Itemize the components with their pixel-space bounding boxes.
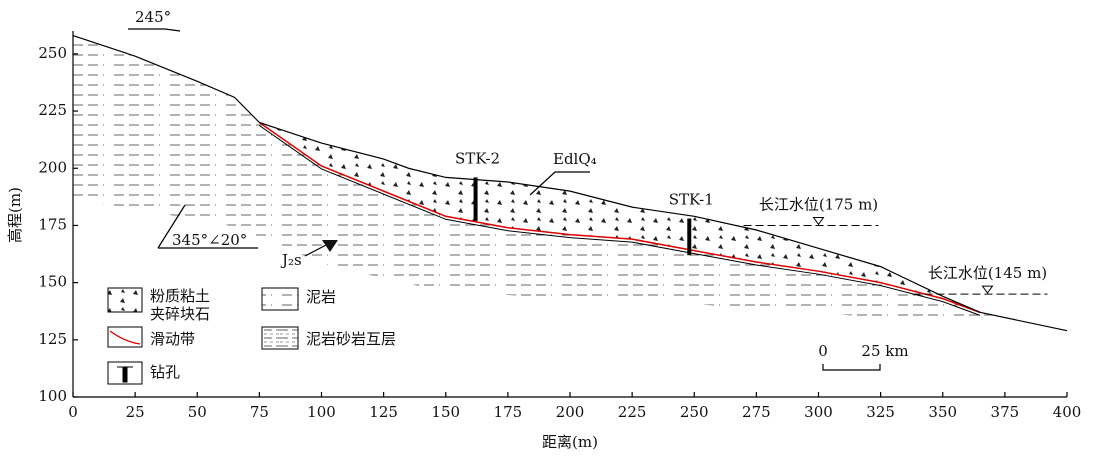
y-axis-label: 高程(m) — [6, 187, 24, 243]
x-tick-label: 0 — [68, 403, 78, 421]
formation-marker — [322, 240, 338, 252]
x-tick-label: 175 — [494, 403, 523, 421]
x-tick-label: 300 — [804, 403, 833, 421]
y-tick-label: 125 — [38, 330, 67, 348]
deposit-label: EdlQ₄ — [553, 150, 597, 168]
x-axis-label: 距离(m) — [542, 433, 598, 451]
borehole-label: STK-1 — [669, 191, 714, 209]
borehole — [687, 218, 692, 256]
y-tick-label: 225 — [38, 101, 67, 119]
dip-symbol — [157, 204, 258, 249]
formation-label: J₂s — [280, 251, 302, 269]
scale-end: 25 km — [861, 342, 908, 360]
x-tick-label: 350 — [928, 403, 957, 421]
legend-swatch-line — [109, 330, 141, 345]
strike-line — [128, 28, 181, 32]
legend-label: 泥岩砂岩互层 — [306, 330, 396, 348]
x-tick-label: 50 — [188, 403, 207, 421]
scale-start: 0 — [818, 342, 828, 360]
x-tick-label: 400 — [1053, 403, 1082, 421]
legend-label: 钻孔 — [150, 363, 180, 381]
x-tick-label: 225 — [618, 403, 647, 421]
scale-bar — [822, 364, 881, 371]
slide-zone — [258, 121, 981, 314]
dip-label: 345°∠20° — [172, 231, 247, 249]
legend-label: 夹碎块石 — [150, 305, 210, 323]
y-tick-label: 200 — [38, 158, 67, 176]
x-tick-label: 275 — [742, 403, 771, 421]
water-marker — [812, 216, 825, 226]
legend-swatch — [261, 287, 299, 311]
legend-swatch — [107, 326, 143, 348]
water-label: 长江水位(175 m) — [759, 195, 878, 213]
x-tick-label: 325 — [866, 403, 895, 421]
strike-label: 245° — [135, 8, 171, 26]
legend-label: 泥岩 — [306, 288, 336, 306]
x-tick-label: 125 — [369, 403, 398, 421]
legend-label: 粉质粘土 — [150, 287, 210, 305]
water-marker — [981, 285, 994, 294]
legend-swatch — [107, 287, 143, 313]
formation-leader — [304, 243, 329, 257]
x-tick-label: 375 — [991, 403, 1020, 421]
y-tick-label: 100 — [38, 387, 67, 405]
x-tick-label: 100 — [307, 403, 336, 421]
ground-surface — [72, 35, 1068, 332]
borehole-label: STK-2 — [455, 149, 500, 167]
bedrock-top — [259, 125, 981, 316]
x-tick-label: 75 — [250, 403, 269, 421]
deposit-leader — [529, 171, 590, 196]
x-tick-label: 200 — [556, 403, 585, 421]
legend-label: 滑动带 — [150, 330, 195, 348]
x-tick-label: 150 — [431, 403, 460, 421]
legend: 粉质粘土 夹碎块石 滑动带 钻孔 泥岩 泥岩砂岩互层 — [107, 287, 396, 385]
deposit-area — [259, 122, 981, 313]
y-tick-label: 175 — [38, 215, 67, 233]
y-tick-label: 150 — [38, 273, 67, 291]
bedrock-area — [73, 35, 1030, 322]
x-tick-label: 25 — [126, 403, 145, 421]
x-tick-label: 250 — [680, 403, 709, 421]
borehole — [473, 177, 478, 221]
water-label: 长江水位(145 m) — [928, 264, 1047, 282]
y-tick-label: 250 — [38, 44, 67, 62]
legend-borehole — [117, 366, 133, 383]
legend-swatch — [261, 326, 299, 350]
